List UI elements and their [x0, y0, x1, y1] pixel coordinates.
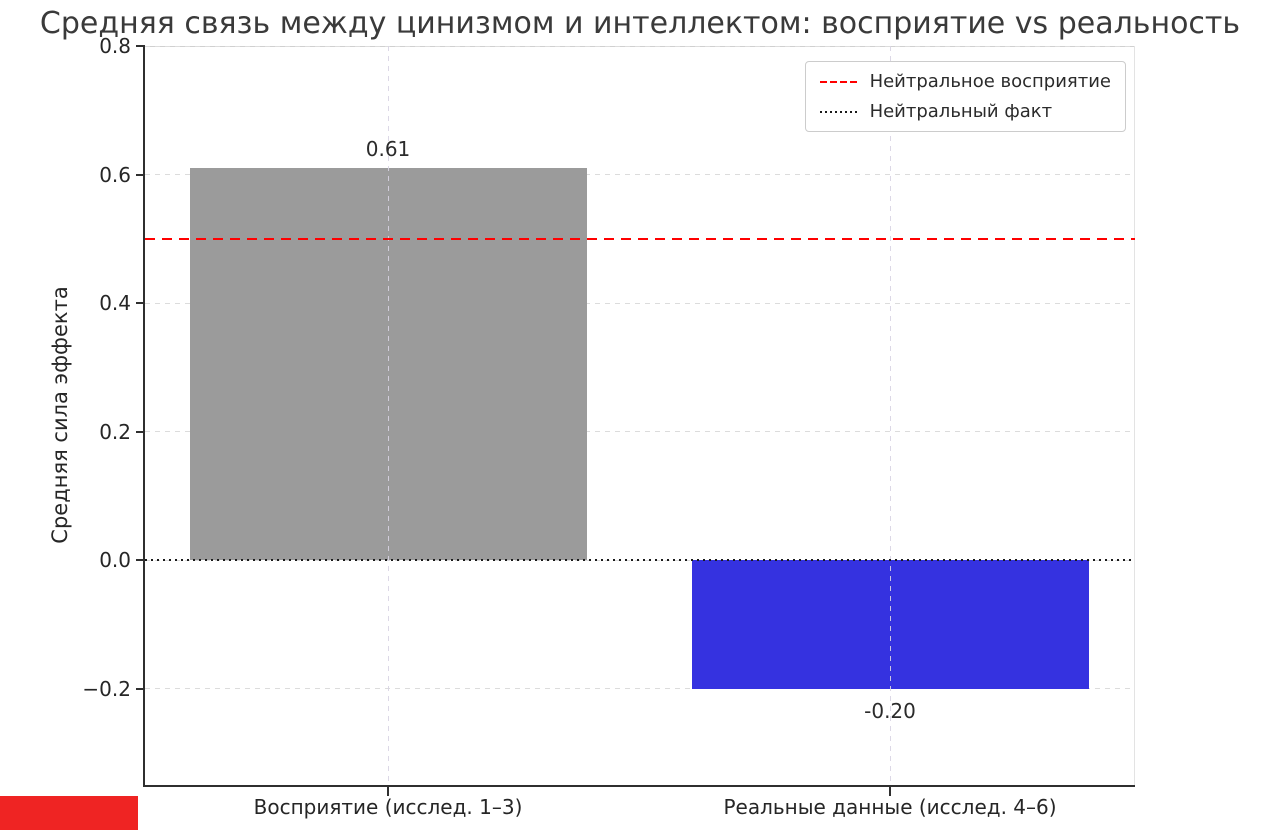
y-tick-label: 0.6 [99, 162, 131, 187]
chart-title: Средняя связь между цинизмом и интеллект… [39, 6, 1241, 41]
y-tick-mark [136, 559, 145, 562]
y-tick-mark [136, 430, 145, 433]
dashed-line-icon [819, 80, 858, 83]
bar-value-label: -0.20 [864, 698, 916, 723]
y-tick-label: 0.8 [99, 34, 131, 58]
top-spine [145, 46, 1135, 47]
x-tick-label: Реальные данные (исслед. 4–6) [723, 795, 1057, 819]
y-tick-label: 0.4 [99, 291, 131, 316]
gridline-horizontal [145, 431, 1135, 433]
reference-line-dashed [145, 237, 1135, 240]
legend-item-label: Нейтральный факт [869, 101, 1053, 122]
gridline-horizontal [145, 688, 1135, 690]
y-tick-label: 0.2 [99, 419, 131, 444]
y-tick-mark [136, 45, 145, 47]
legend-item-label: Нейтральное восприятие [869, 71, 1111, 92]
y-tick-label: −0.2 [82, 676, 131, 701]
gridline-horizontal [145, 174, 1135, 176]
x-axis-spine [143, 785, 1135, 787]
gridline-horizontal [145, 45, 1135, 47]
gridline-horizontal [145, 302, 1135, 304]
legend-item: Нейтральное восприятие [819, 71, 1111, 92]
x-tick-label: Восприятие (исслед. 1–3) [253, 795, 523, 819]
dotted-line-icon [819, 110, 858, 113]
x-tick-mark [387, 787, 389, 796]
bar-value-label: 0.61 [365, 137, 411, 162]
y-axis-label: Средняя сила эффекта [48, 286, 72, 544]
gridline-vertical [889, 46, 891, 785]
reference-line-dotted [145, 559, 1135, 562]
y-axis-spine [143, 46, 145, 787]
x-tick-mark [889, 787, 891, 796]
gridline-vertical [387, 46, 389, 785]
red-marker-block [0, 796, 138, 830]
right-spine [1134, 46, 1135, 785]
y-tick-mark [136, 687, 145, 690]
legend-item: Нейтральный факт [819, 101, 1111, 122]
plot-area: Нейтральное восприятие Нейтральный факт 0… [82, 34, 1135, 819]
y-tick-mark [136, 302, 145, 305]
legend: Нейтральное восприятие Нейтральный факт [804, 61, 1126, 132]
y-tick-label: 0.0 [99, 548, 131, 573]
y-tick-mark [136, 173, 145, 176]
